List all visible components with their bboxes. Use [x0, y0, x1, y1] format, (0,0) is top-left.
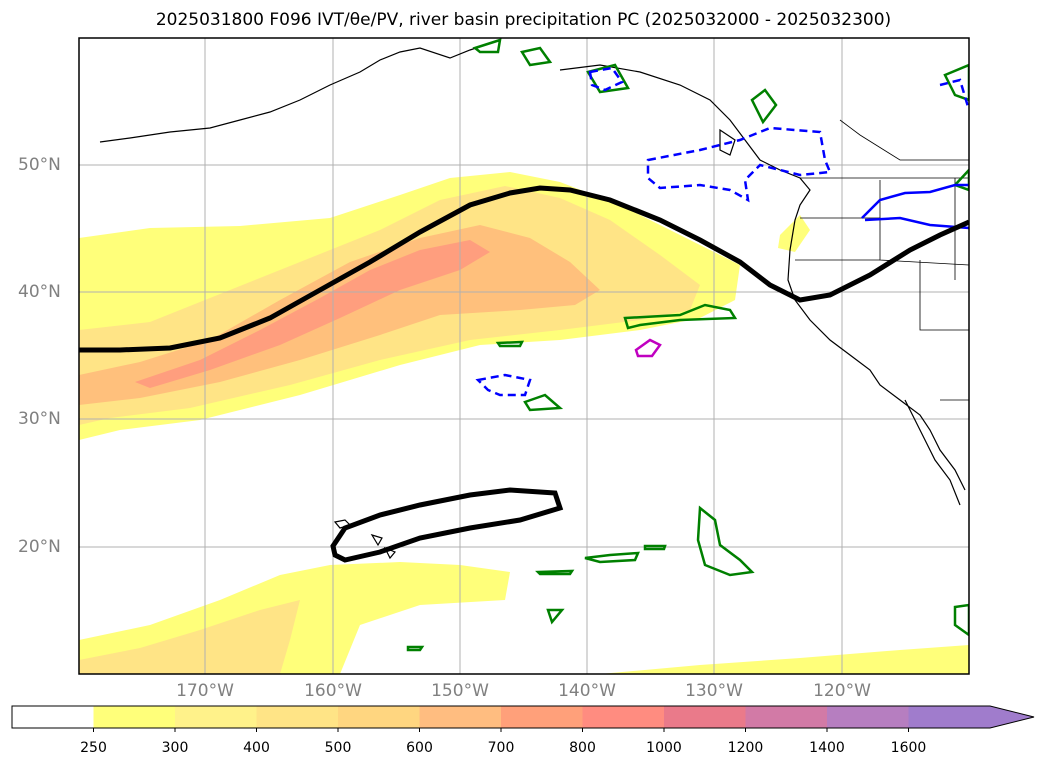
lat-tick-label: 40°N — [18, 282, 61, 302]
lon-tick-label: 130°W — [685, 681, 743, 701]
colorbar-tick-label: 1400 — [809, 740, 845, 756]
lon-tick-label: 160°W — [304, 681, 362, 701]
green-contours — [406, 38, 969, 652]
colorbar-segment — [338, 706, 420, 728]
colorbar-segment — [501, 706, 583, 728]
figure-title: 2025031800 F096 IVT/θe/PV, river basin p… — [155, 10, 892, 30]
colorbar-tick-label: 800 — [569, 740, 596, 756]
blue-dashed-contours — [475, 66, 969, 397]
ivt-shading-600 — [135, 240, 490, 388]
ivt-shading-se — [600, 645, 969, 674]
lon-tick-label: 150°W — [431, 681, 489, 701]
gridlines — [79, 38, 969, 674]
colorbar-segment — [827, 706, 909, 728]
lon-tick-label: 120°W — [813, 681, 871, 701]
colorbar — [11, 705, 1035, 732]
colorbar-tick-label: 250 — [80, 740, 107, 756]
colorbar-segment — [12, 706, 94, 728]
colorbar-segment — [664, 706, 746, 728]
colorbar-segment — [582, 706, 665, 728]
colorbar-tick-label: 400 — [243, 740, 270, 756]
colorbar-extend-arrow — [908, 706, 1034, 728]
colorbar-tick-label: 1200 — [727, 740, 764, 756]
colorbar-segment — [175, 706, 257, 728]
colorbar-segment — [93, 706, 176, 728]
lat-tick-label: 30°N — [18, 409, 61, 429]
blue-solid-contour — [861, 183, 969, 230]
lat-tick-label: 50°N — [18, 155, 61, 175]
colorbar-segment — [745, 706, 828, 728]
colorbar-tick-label: 300 — [161, 740, 189, 756]
colorbar-tick-label: 600 — [406, 740, 433, 756]
colorbar-segment — [419, 706, 502, 728]
colorbar-segment — [256, 706, 339, 728]
state-borders — [795, 119, 969, 401]
lat-tick-label: 20°N — [18, 537, 61, 557]
lon-tick-label: 140°W — [558, 681, 616, 701]
colorbar-tick-label: 500 — [324, 740, 352, 756]
map-frame — [78, 37, 970, 675]
pv-contour-south — [330, 487, 564, 563]
lon-tick-label: 170°W — [176, 681, 234, 701]
magenta-contour — [634, 338, 662, 358]
colorbar-tick-label: 1000 — [646, 740, 682, 756]
pv-contour-north — [79, 185, 969, 353]
colorbar-tick-label: 700 — [487, 740, 515, 756]
colorbar-outline — [11, 705, 1035, 729]
ivt-shading-coast — [778, 215, 810, 252]
colorbar-tick-label: 1600 — [890, 740, 927, 756]
ivt-shading-south-2 — [79, 600, 300, 674]
